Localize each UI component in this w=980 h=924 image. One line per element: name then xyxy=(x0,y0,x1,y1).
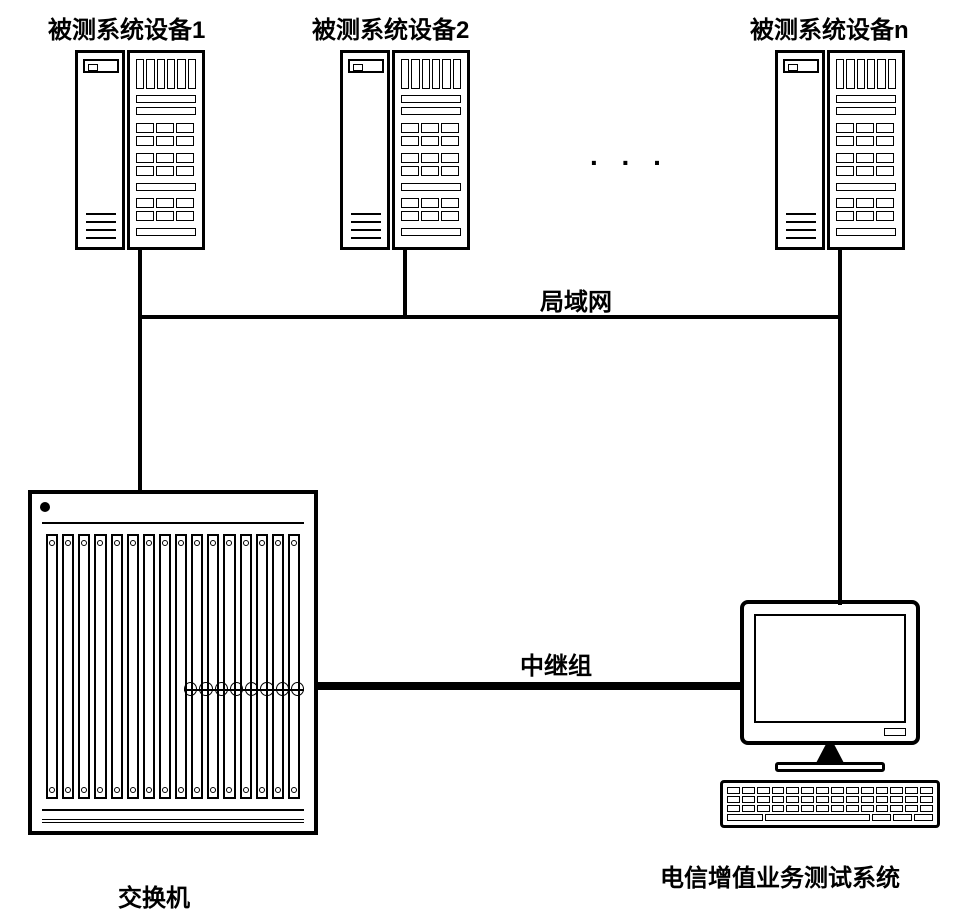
server-device-2 xyxy=(340,50,470,250)
connection-line xyxy=(138,315,142,492)
connection-line xyxy=(403,250,407,315)
ellipsis: . . . xyxy=(590,140,669,172)
test-system-label: 电信增值业务测试系统 xyxy=(660,858,900,893)
server2-label: 被测系统设备2 xyxy=(312,10,469,45)
lan-bus-line xyxy=(138,315,842,319)
connection-line xyxy=(838,315,842,605)
lan-label: 局域网 xyxy=(540,282,612,317)
switch-device xyxy=(28,490,318,835)
trunk-line xyxy=(318,682,740,690)
test-system-computer xyxy=(720,600,940,830)
serverN-label: 被测系统设备n xyxy=(750,10,909,45)
switch-label: 交换机 xyxy=(118,878,190,913)
connection-line xyxy=(838,250,842,315)
server1-label: 被测系统设备1 xyxy=(48,10,205,45)
server-device-1 xyxy=(75,50,205,250)
server-device-n xyxy=(775,50,905,250)
trunk-label: 中继组 xyxy=(520,646,592,681)
connection-line xyxy=(138,250,142,315)
